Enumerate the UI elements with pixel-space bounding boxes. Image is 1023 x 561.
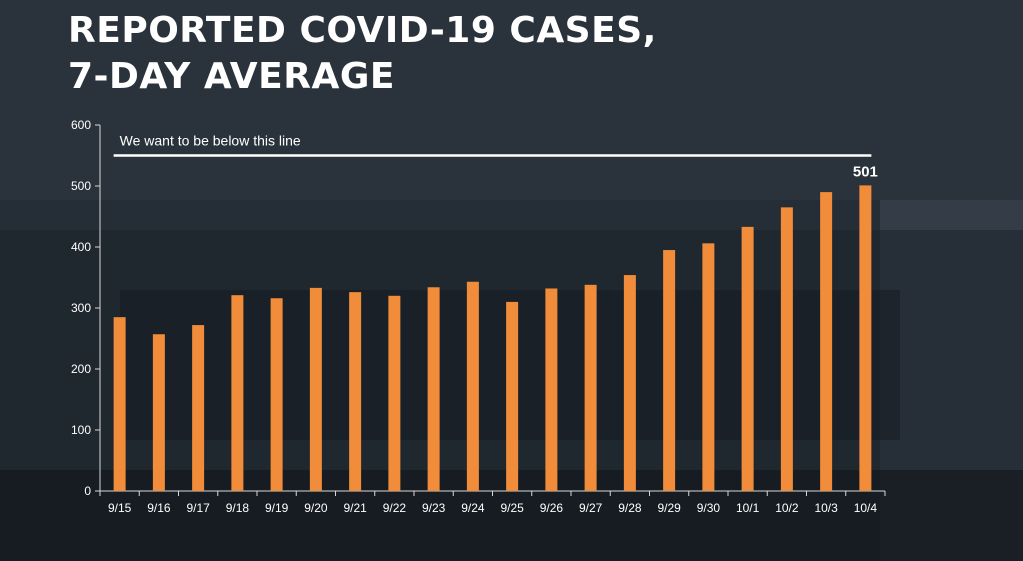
x-tick-label: 9/17 <box>186 501 210 515</box>
y-tick-label: 600 <box>71 118 91 132</box>
bar-9/16 <box>152 334 165 491</box>
bar-9/25 <box>506 301 519 491</box>
bar-9/15 <box>113 317 126 491</box>
x-tick-label: 9/27 <box>579 501 603 515</box>
bar-9/28 <box>623 275 636 491</box>
x-axis: 9/15 9/16 9/17 9/18 9/19 9/20 9/21 9/22 9/23 9/24… <box>99 490 886 515</box>
y-tick-label: 300 <box>71 301 91 315</box>
reference-line-group: We want to be below this line <box>113 133 872 157</box>
page-title: REPORTED COVID-19 CASES, 7-DAY AVERAGE <box>68 8 657 100</box>
y-tick-label: 0 <box>84 484 91 498</box>
x-tick-label: 9/21 <box>343 501 367 515</box>
bar-9/27 <box>584 284 597 491</box>
x-tick-label: 9/22 <box>383 501 407 515</box>
bar-10/3 <box>820 192 833 491</box>
x-tick-label: 9/29 <box>657 501 681 515</box>
bar-10/4 <box>859 185 872 491</box>
bar-9/17 <box>192 325 205 491</box>
y-tick-label: 500 <box>71 179 91 193</box>
data-labels: 501 <box>853 163 878 180</box>
x-tick-label: 9/30 <box>697 501 721 515</box>
bar-series <box>113 185 872 491</box>
x-tick-label: 9/15 <box>108 501 132 515</box>
x-tick-label: 9/24 <box>461 501 485 515</box>
bar-9/18 <box>231 295 244 491</box>
x-tick-label: 9/28 <box>618 501 642 515</box>
x-tick-label: 10/2 <box>775 501 799 515</box>
x-tick-label: 9/23 <box>422 501 446 515</box>
x-tick-label: 10/1 <box>736 501 760 515</box>
x-tick-label: 10/4 <box>854 501 878 515</box>
bar-9/20 <box>309 287 322 491</box>
y-axis: 0 100 200 300 400 500 600 <box>71 118 101 498</box>
x-tick-label: 9/19 <box>265 501 289 515</box>
bar-9/22 <box>388 295 401 491</box>
x-tick-label: 10/3 <box>814 501 838 515</box>
y-tick-label: 400 <box>71 240 91 254</box>
x-tick-label: 9/18 <box>226 501 250 515</box>
x-tick-label: 9/25 <box>500 501 524 515</box>
x-tick-label: 9/16 <box>147 501 171 515</box>
data-label: 501 <box>853 163 878 180</box>
x-tick-label: 9/20 <box>304 501 328 515</box>
bar-10/1 <box>741 226 754 491</box>
x-tick-label: 9/26 <box>540 501 564 515</box>
bar-10/2 <box>780 207 793 491</box>
bar-9/21 <box>349 292 362 491</box>
title-line-2: 7-DAY AVERAGE <box>68 56 395 97</box>
title-line-1: REPORTED COVID-19 CASES, <box>68 10 657 51</box>
bar-9/24 <box>466 281 479 491</box>
reference-line-label: We want to be below this line <box>120 133 301 149</box>
bar-9/26 <box>545 288 558 491</box>
bar-9/19 <box>270 298 283 491</box>
y-tick-label: 200 <box>71 362 91 376</box>
y-tick-label: 100 <box>71 423 91 437</box>
bar-9/30 <box>702 243 715 491</box>
bar-9/23 <box>427 287 440 491</box>
bar-9/29 <box>663 250 676 491</box>
